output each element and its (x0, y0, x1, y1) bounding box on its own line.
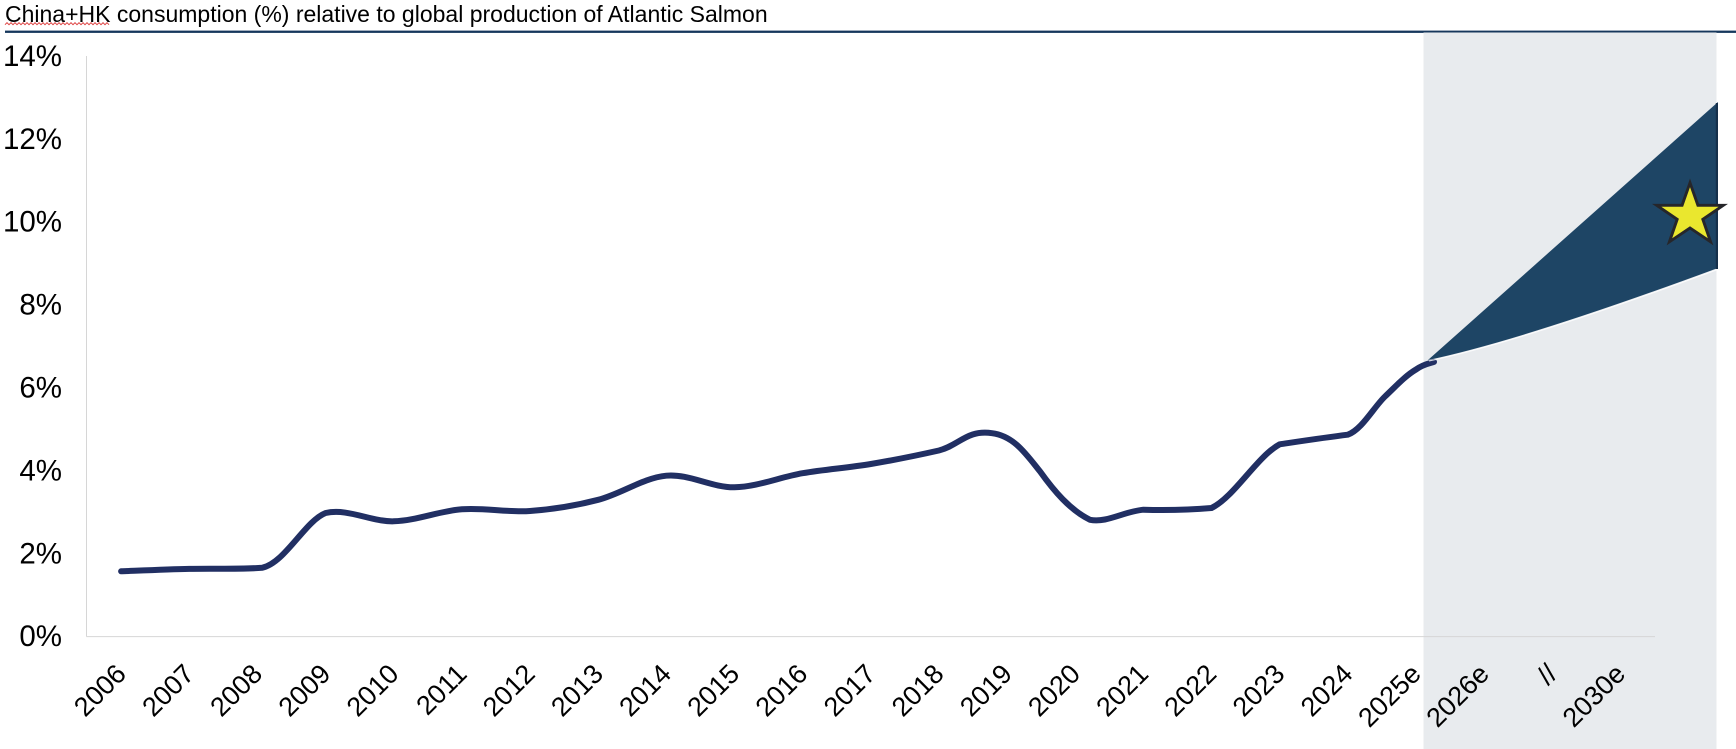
svg-text:14%: 14% (3, 40, 62, 73)
svg-text:2011: 2011 (410, 659, 472, 721)
svg-text:2014: 2014 (613, 659, 677, 723)
svg-text:2019: 2019 (954, 659, 1018, 723)
svg-text:10%: 10% (3, 206, 62, 239)
svg-text:2%: 2% (19, 537, 62, 570)
svg-text:2015: 2015 (682, 659, 746, 723)
svg-text:2020: 2020 (1022, 659, 1086, 723)
svg-text:2018: 2018 (886, 659, 950, 723)
svg-text:6%: 6% (19, 372, 62, 405)
svg-text:2017: 2017 (818, 659, 882, 723)
svg-text:2025e: 2025e (1352, 659, 1426, 733)
svg-text:2024: 2024 (1295, 659, 1359, 723)
svg-text:0%: 0% (19, 620, 62, 653)
svg-text:2023: 2023 (1227, 659, 1291, 723)
svg-text:2010: 2010 (341, 659, 405, 723)
svg-text:2013: 2013 (545, 659, 609, 723)
svg-text:2022: 2022 (1159, 659, 1223, 723)
svg-text:2012: 2012 (477, 659, 541, 723)
svg-text:2007: 2007 (136, 659, 200, 723)
svg-text:2006: 2006 (68, 659, 132, 723)
svg-text:4%: 4% (19, 454, 62, 487)
svg-text:8%: 8% (19, 289, 62, 322)
svg-text:2021: 2021 (1090, 659, 1154, 723)
svg-text:12%: 12% (3, 123, 62, 156)
svg-text:2008: 2008 (204, 659, 268, 723)
svg-text:2016: 2016 (750, 659, 814, 723)
svg-text:2009: 2009 (273, 659, 337, 723)
